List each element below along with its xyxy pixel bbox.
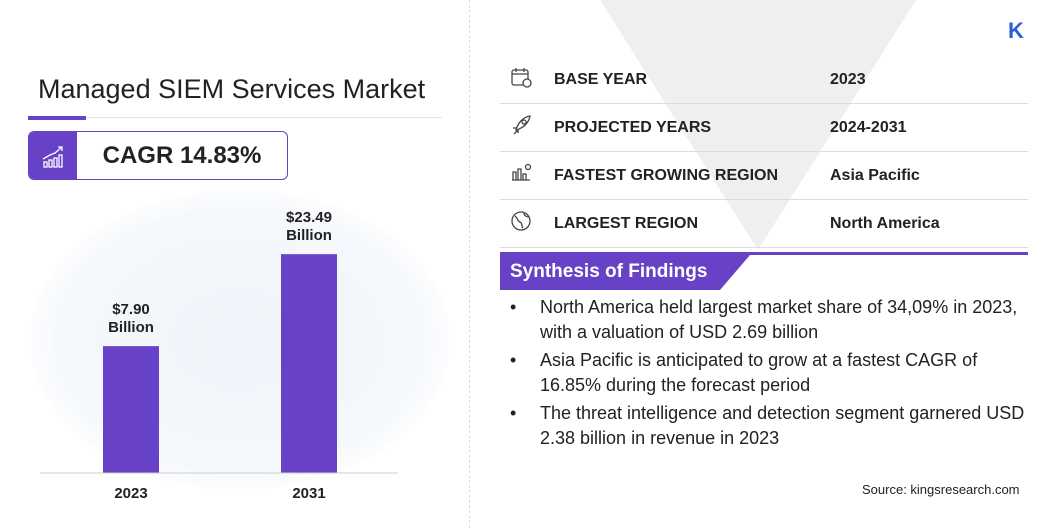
synthesis-heading: Synthesis of Findings: [500, 255, 750, 290]
data-label: $23.49: [286, 209, 332, 226]
source-note: Source: kingsresearch.com: [862, 482, 1020, 497]
fact-row: PROJECTED YEARS 2024-2031: [500, 104, 1028, 152]
growth-region-icon: [500, 162, 554, 189]
divider: [469, 0, 470, 528]
fact-row: LARGEST REGION North America: [500, 200, 1028, 248]
globe-icon: [500, 210, 554, 237]
background-triangle: [600, 0, 916, 250]
findings-list: North America held largest market share …: [510, 295, 1030, 454]
fact-value: North America: [830, 214, 940, 232]
finding-item: The threat intelligence and detection se…: [510, 401, 1030, 451]
synthesis-section: Synthesis of Findings: [500, 252, 1028, 290]
finding-item: North America held largest market share …: [510, 295, 1030, 345]
x-tick-label: 2023: [114, 485, 147, 502]
cagr-badge: CAGR 14.83%: [28, 131, 288, 180]
fact-label: FASTEST GROWING REGION: [554, 166, 779, 184]
fact-label: BASE YEAR: [554, 70, 648, 88]
x-tick-label: 2031: [292, 485, 325, 502]
title-accent: [28, 116, 86, 120]
fact-row: FASTEST GROWING REGION Asia Pacific: [500, 152, 1028, 200]
kings-research-logo: K: [1008, 18, 1024, 43]
finding-item: Asia Pacific is anticipated to grow at a…: [510, 348, 1030, 398]
data-label: Billion: [286, 227, 332, 244]
growth-chart-icon: [29, 132, 77, 179]
data-label: $7.90: [112, 301, 150, 318]
calendar-icon: [500, 66, 554, 93]
fact-value: 2023: [830, 70, 866, 88]
globe-background: [30, 190, 450, 490]
data-label: Billion: [108, 319, 154, 336]
bar-2023: [103, 346, 159, 473]
rocket-icon: [500, 114, 554, 141]
cagr-value: CAGR 14.83%: [102, 141, 262, 169]
fact-label: PROJECTED YEARS: [554, 118, 712, 136]
fact-value: Asia Pacific: [830, 166, 920, 184]
bar-2031: [281, 254, 337, 473]
fact-row: BASE YEAR 2023: [500, 56, 1028, 104]
title-underline: [28, 117, 442, 118]
fact-value: 2024-2031: [830, 118, 907, 136]
fact-label: LARGEST REGION: [554, 214, 699, 232]
page-title: Managed SIEM Services Market: [38, 74, 426, 104]
